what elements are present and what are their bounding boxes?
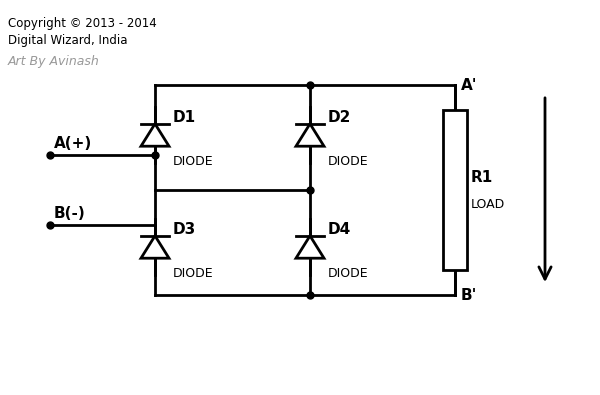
Text: D4: D4 bbox=[328, 222, 351, 237]
Text: B': B' bbox=[461, 288, 478, 303]
Text: A': A' bbox=[461, 77, 478, 92]
Text: Art By Avinash: Art By Avinash bbox=[8, 55, 100, 68]
Text: DIODE: DIODE bbox=[328, 267, 368, 280]
Text: DIODE: DIODE bbox=[173, 267, 214, 280]
Text: B(-): B(-) bbox=[54, 206, 86, 221]
Text: R1: R1 bbox=[471, 171, 493, 186]
Text: D2: D2 bbox=[328, 110, 352, 125]
Bar bbox=[443, 110, 467, 270]
Polygon shape bbox=[296, 124, 324, 146]
Text: Copyright © 2013 - 2014
Digital Wizard, India: Copyright © 2013 - 2014 Digital Wizard, … bbox=[8, 17, 157, 47]
Text: LOAD: LOAD bbox=[471, 198, 505, 211]
Text: A(+): A(+) bbox=[54, 136, 92, 151]
Text: D3: D3 bbox=[173, 222, 196, 237]
Text: DIODE: DIODE bbox=[328, 155, 368, 168]
Polygon shape bbox=[141, 236, 169, 258]
Polygon shape bbox=[296, 236, 324, 258]
Text: D1: D1 bbox=[173, 110, 196, 125]
Polygon shape bbox=[141, 124, 169, 146]
Text: DIODE: DIODE bbox=[173, 155, 214, 168]
